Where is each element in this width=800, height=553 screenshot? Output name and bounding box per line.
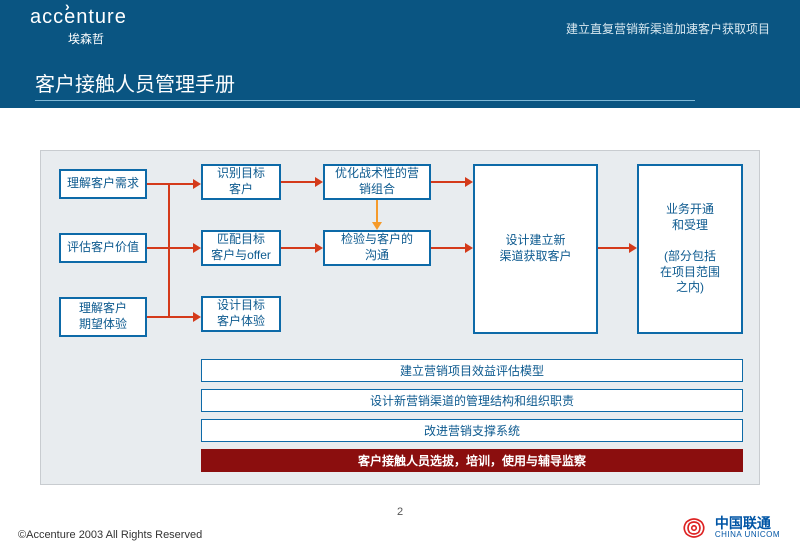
arrow: [147, 247, 195, 249]
unicom-en: CHINA UNICOM: [715, 531, 780, 540]
header: › accenture 埃森哲 建立直复营销新渠道加速客户获取项目 客户接触人员…: [0, 0, 800, 108]
flow-node-n5: 匹配目标 客户与offer: [201, 230, 281, 266]
flow-bar-b1: 建立营销项目效益评估模型: [201, 359, 743, 382]
arrow-head: [629, 243, 637, 253]
flow-node-n3: 理解客户 期望体验: [59, 297, 147, 337]
arrow: [598, 247, 631, 249]
flow-node-n9: 设计建立新 渠道获取客户: [473, 164, 598, 334]
flow-bar-b2: 设计新营销渠道的管理结构和组织职责: [201, 389, 743, 412]
project-title: 建立直复营销新渠道加速客户获取项目: [566, 20, 770, 37]
unicom-knot-icon: [679, 513, 709, 543]
arrow-head: [193, 312, 201, 322]
flow-node-n2: 评估客户价值: [59, 233, 147, 263]
flow-node-n4: 识别目标 客户: [201, 164, 281, 200]
arrow-head: [372, 222, 382, 230]
logo-cn: 埃森哲: [68, 30, 104, 47]
flowchart-container: 理解客户需求评估客户价值理解客户 期望体验 识别目标 客户匹配目标 客户与offe…: [40, 150, 760, 485]
flow-node-n7: 优化战术性的营 销组合: [323, 164, 431, 200]
arrow: [431, 247, 467, 249]
page-title: 客户接触人员管理手册: [35, 68, 235, 97]
arrow-head: [315, 177, 323, 187]
flow-bar-b3: 改进营销支撑系统: [201, 419, 743, 442]
flow-node-n8: 检验与客户的 沟通: [323, 230, 431, 266]
arrow: [376, 200, 378, 224]
flow-node-n1: 理解客户需求: [59, 169, 147, 199]
arrow: [431, 181, 467, 183]
arrow-head: [193, 243, 201, 253]
page-number: 2: [397, 506, 403, 518]
unicom-cn: 中国联通: [715, 516, 780, 531]
logo-en: accenture: [30, 6, 127, 29]
arrow: [147, 183, 195, 185]
title-underline: [35, 100, 695, 101]
arrow: [281, 247, 317, 249]
china-unicom-logo: 中国联通 CHINA UNICOM: [679, 513, 780, 543]
arrow-head: [465, 177, 473, 187]
arrow: [147, 316, 195, 318]
copyright: ©Accenture 2003 All Rights Reserved: [18, 529, 202, 541]
connector: [168, 248, 170, 317]
arrow-head: [193, 179, 201, 189]
connector: [168, 184, 170, 248]
flow-bar-highlight: 客户接触人员选拔，培训，使用与辅导监察: [201, 449, 743, 472]
arrow-head: [315, 243, 323, 253]
arrow-head: [465, 243, 473, 253]
flow-node-n6: 设计目标 客户体验: [201, 296, 281, 332]
flow-node-n10: 业务开通 和受理 (部分包括 在项目范围 之内): [637, 164, 743, 334]
arrow: [281, 181, 317, 183]
